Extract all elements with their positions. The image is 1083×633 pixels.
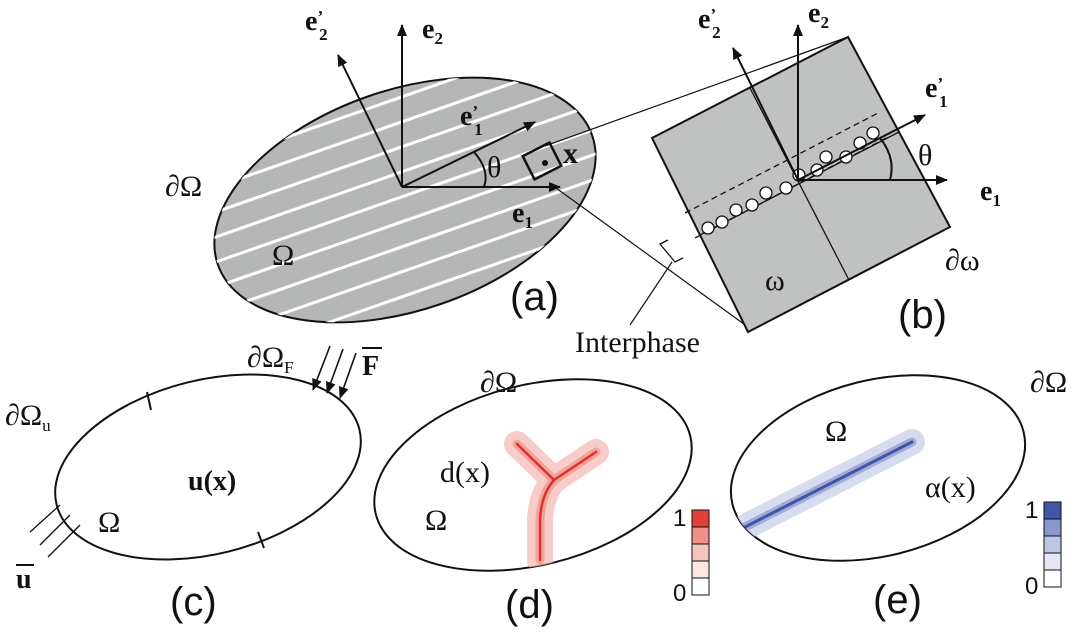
- e2-label: e2: [808, 0, 829, 32]
- domain-ellipse: [54, 373, 362, 561]
- panel-b-label: (b): [898, 293, 947, 337]
- band-field: [732, 429, 925, 540]
- displacement-lines: [29, 504, 81, 558]
- e2-prime-axis: [732, 47, 799, 181]
- boundary-f-label: ∂ΩF: [247, 341, 294, 377]
- displacement-label: u: [16, 564, 32, 595]
- panel-d-label: (d): [505, 583, 554, 627]
- panel-e-label: (e): [873, 578, 922, 622]
- interphase-boundary: [684, 111, 881, 214]
- e1-label: e1: [512, 198, 533, 232]
- angle-arc: [473, 151, 487, 188]
- colorbar-cell: [1043, 569, 1062, 588]
- e1-prime-label: e’ 1: [925, 73, 948, 111]
- interphase-leader: [629, 261, 673, 326]
- colorbar-cell: [1043, 501, 1062, 520]
- field-label: u(x): [188, 466, 236, 497]
- colorbar-e: [1043, 501, 1062, 588]
- domain-label: Ω: [425, 504, 447, 537]
- panel-d: ∂Ω d(x) Ω 1 0 (d): [373, 366, 710, 627]
- e1-prime-axis: [401, 121, 536, 188]
- e1-prime-label: e’ 1: [460, 101, 483, 139]
- colorbar-max: 1: [1025, 497, 1038, 524]
- e2-prime-label: e’ 2: [305, 6, 328, 44]
- boundary-label: ∂Ω: [165, 170, 202, 203]
- boundary-tick: [146, 391, 152, 411]
- boundary-label: ∂Ω: [1030, 366, 1067, 399]
- angle-arc: [879, 137, 893, 181]
- boundary-u-label: ∂Ωu: [5, 399, 51, 435]
- e1-prime-axis: [797, 114, 926, 181]
- boundary-label: ∂Ω: [480, 366, 517, 399]
- interphase-bracket: [658, 239, 684, 263]
- panel-c-label: (c): [170, 580, 217, 624]
- domain-label: Ω: [272, 239, 294, 272]
- boundary-tick: [257, 531, 265, 549]
- point-dot: [542, 160, 548, 166]
- colorbar-cell: [691, 560, 710, 579]
- traction-label: F: [362, 351, 379, 382]
- colorbar-d: [691, 509, 710, 596]
- e2-label: e2: [422, 14, 443, 48]
- colorbar-cell: [1043, 518, 1062, 537]
- panel-a: x θ ∂Ω Ω e2 e’ 2 e’ 1 e1 (a): [165, 6, 629, 369]
- boundary-label: ∂ω: [945, 244, 980, 277]
- domain-label: ω: [765, 264, 785, 297]
- colorbar-cell: [691, 526, 710, 545]
- e2-prime-axis: [337, 54, 403, 188]
- colorbar-cell: [1043, 552, 1062, 571]
- e1-label: e1: [980, 176, 1001, 210]
- panel-e: ∂Ω Ω α(x) 1 0 (e): [729, 366, 1067, 622]
- domain-label: Ω: [825, 415, 847, 448]
- band-path: [743, 440, 914, 529]
- colorbar-min: 0: [1025, 573, 1038, 600]
- colorbar-max: 1: [673, 505, 686, 532]
- panel-c: ∂ΩF F ∂Ωu u(x) Ω u (c): [5, 341, 382, 624]
- colorbar-cell: [1043, 535, 1062, 554]
- domain-label: Ω: [98, 506, 120, 539]
- crack-path: [515, 442, 598, 562]
- field-label: d(x): [440, 456, 490, 489]
- crack-field: [504, 431, 609, 573]
- panel-a-label: (a): [510, 275, 559, 319]
- colorbar-cell: [691, 509, 710, 528]
- colorbar-cell: [691, 577, 710, 596]
- colorbar-cell: [691, 543, 710, 562]
- panel-b: e2 e’ 2 e’ 1 e1 θ ∂ω ω Interphase (b): [575, 0, 1001, 359]
- traction-arrows: [312, 345, 357, 399]
- angle-label: θ: [487, 151, 501, 184]
- colorbar-min: 0: [673, 580, 686, 607]
- rve-cell: [650, 35, 952, 334]
- e2-prime-label: e’ 2: [698, 4, 721, 42]
- field-label: α(x): [925, 471, 976, 504]
- rve-square: [521, 140, 563, 182]
- point-label: x: [563, 137, 578, 170]
- angle-label: θ: [918, 139, 932, 172]
- interphase-label: Interphase: [575, 326, 700, 359]
